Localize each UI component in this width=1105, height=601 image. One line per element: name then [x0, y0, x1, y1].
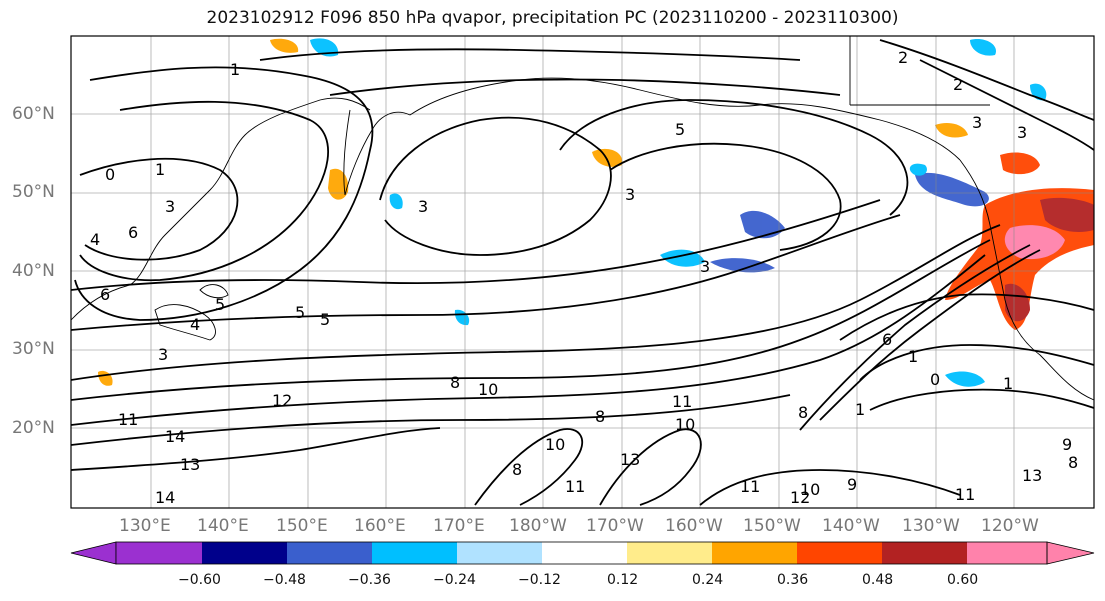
lon-label: 180°W	[509, 516, 567, 536]
contour-label: 14	[165, 427, 185, 446]
colorbar-bin	[882, 542, 967, 564]
colorbar-bin	[712, 542, 797, 564]
colorbar	[70, 541, 1095, 565]
contour-label: 5	[295, 303, 305, 322]
lon-label: 140°E	[197, 516, 249, 536]
colorbar-tick: −0.60	[178, 572, 221, 588]
colorbar-tick: −0.48	[263, 572, 306, 588]
contour-label: 0	[930, 370, 940, 389]
contour-label: 14	[155, 488, 175, 507]
contour-label: 3	[972, 113, 982, 132]
lon-label: 130°E	[119, 516, 171, 536]
contour-label: 2	[953, 75, 963, 94]
contour-label: 11	[672, 392, 692, 411]
contour-label: 11	[565, 477, 585, 496]
contour-label: 1	[855, 400, 865, 419]
map-title: 2023102912 F096 850 hPa qvapor, precipit…	[206, 8, 899, 28]
colorbar-tick: 0.12	[607, 572, 639, 588]
contour-label: 5	[675, 120, 685, 139]
colorbar-bin	[372, 542, 457, 564]
colorbar-bin	[457, 542, 542, 564]
colorbar-tick: 0.36	[777, 572, 809, 588]
colorbar-bin	[967, 542, 1047, 564]
lon-label: 120°W	[981, 516, 1039, 536]
contour-labels: 1 0 1 3 6 4 5 5 6 3 3 4 3 3 5 2 2 3 3 5 …	[90, 48, 1078, 507]
contour-label: 9	[1062, 435, 1072, 454]
contour-label: 5	[320, 310, 330, 329]
colorbar-outline	[115, 541, 1048, 565]
contour-label: 8	[1068, 453, 1078, 472]
colorbar-extend-max	[1046, 541, 1095, 565]
contour-label: 13	[620, 450, 640, 469]
contour-label: 1	[908, 347, 918, 366]
contour-label: 13	[1022, 466, 1042, 485]
colorbar-extend-min	[70, 541, 117, 565]
contour-label: 4	[190, 315, 200, 334]
contour-label: 10	[800, 480, 820, 499]
contour-label: 3	[625, 185, 635, 204]
contour-label: 12	[790, 488, 810, 507]
contour-label: 0	[105, 165, 115, 184]
contour-label: 3	[1017, 123, 1027, 142]
colorbar-tick: −0.12	[518, 572, 561, 588]
lon-label: 130°W	[902, 516, 960, 536]
contour-label: 1	[1003, 374, 1013, 393]
contour-label: 10	[675, 415, 695, 434]
contour-label: 8	[512, 460, 522, 479]
lat-label-20n: 20°N	[12, 418, 55, 438]
contour-label: 9	[847, 475, 857, 494]
lon-label: 170°E	[433, 516, 485, 536]
contour-label: 10	[545, 435, 565, 454]
contour-label: 1	[230, 60, 240, 79]
map-frame	[70, 35, 1095, 509]
contour-label: 3	[158, 345, 168, 364]
lon-label: 150°W	[743, 516, 801, 536]
contour-label: 2	[898, 48, 908, 67]
colorbar-bin	[627, 542, 712, 564]
colorbar-bin	[797, 542, 882, 564]
contour-label: 13	[180, 455, 200, 474]
contour-label: 1	[155, 160, 165, 179]
contour-label: 6	[882, 330, 892, 349]
lat-label-50n: 50°N	[12, 182, 55, 202]
colorbar-bin	[116, 542, 202, 564]
colorbar-bin	[202, 542, 287, 564]
colorbar-tick: 0.24	[692, 572, 724, 588]
lon-label: 150°E	[276, 516, 328, 536]
contour-label: 10	[478, 380, 498, 399]
colorbar-tick: −0.24	[433, 572, 476, 588]
contour-label: 3	[165, 197, 175, 216]
contour-label: 3	[418, 197, 428, 216]
contour-label: 6	[100, 285, 110, 304]
lat-label-60n: 60°N	[12, 104, 55, 124]
precip-shading	[98, 38, 1094, 387]
contour-label: 11	[118, 410, 138, 429]
colorbar-tick: −0.36	[348, 572, 391, 588]
contour-label: 8	[595, 407, 605, 426]
contour-label: 5	[215, 295, 225, 314]
colorbar-tick: 0.60	[947, 572, 979, 588]
colorbar-bin	[542, 542, 627, 564]
lon-label: 160°E	[354, 516, 406, 536]
contour-label: 11	[955, 485, 975, 504]
contour-label: 11	[740, 477, 760, 496]
lon-label: 160°W	[665, 516, 723, 536]
colorbar-tick: 0.48	[862, 572, 894, 588]
contour-label: 8	[798, 403, 808, 422]
contour-label: 3	[700, 257, 710, 276]
lon-label: 140°W	[822, 516, 880, 536]
lat-label-40n: 40°N	[12, 261, 55, 281]
contour-label: 6	[128, 223, 138, 242]
lon-label: 170°W	[586, 516, 644, 536]
contour-label: 8	[450, 373, 460, 392]
contour-label: 12	[272, 391, 292, 410]
colorbar-bin	[287, 542, 372, 564]
lat-label-30n: 30°N	[12, 339, 55, 359]
contour-label: 4	[90, 230, 100, 249]
contour-lines	[70, 39, 1095, 506]
